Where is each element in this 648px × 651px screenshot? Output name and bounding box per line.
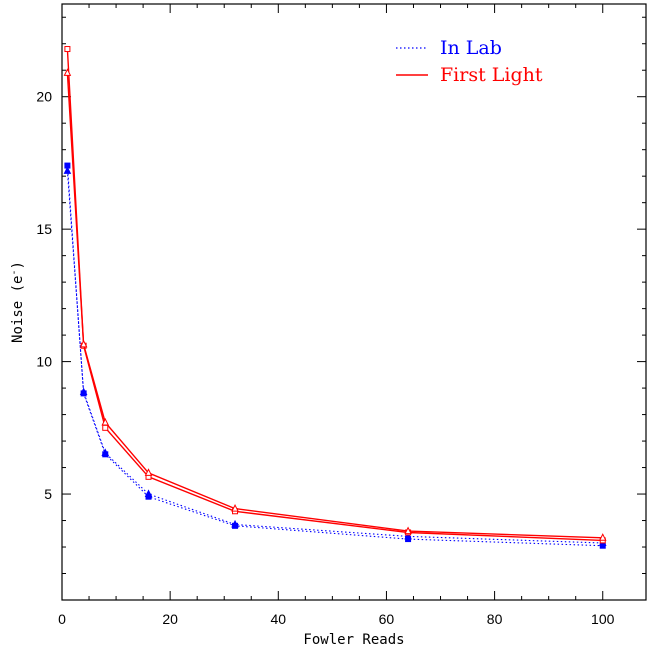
data-point-in-lab [63, 166, 72, 174]
y-tick-label: 5 [44, 486, 52, 502]
y-axis-title-close: ) [10, 261, 26, 269]
legend: In Lab First Light [396, 37, 543, 86]
data-point-in-lab [101, 448, 110, 456]
x-tick-label: 0 [58, 611, 66, 627]
x-tick-label: 80 [487, 611, 503, 627]
data-point-first-light [64, 46, 71, 53]
plot-series [63, 46, 607, 549]
data-point-in-lab [79, 387, 88, 396]
series-line-in-lab [66, 170, 603, 544]
y-axis-title-main: Noise (e [10, 276, 26, 343]
y-axis-title-superscript: - [9, 269, 20, 275]
series-line-first-light [66, 48, 603, 542]
data-point-first-light [231, 503, 239, 512]
x-tick-label: 40 [271, 611, 287, 627]
data-point-in-lab [404, 531, 412, 540]
data-point-first-light [63, 68, 72, 76]
data-point-first-light [144, 468, 153, 476]
data-point-in-lab [144, 489, 153, 498]
series-line-first-light [66, 72, 603, 539]
data-point-first-light [102, 424, 109, 431]
series-line-in-lab [66, 165, 603, 547]
y-tick-label: 15 [36, 221, 52, 237]
legend-first-light-label: First Light [440, 64, 543, 86]
y-tick-label: 10 [36, 354, 52, 370]
x-axis-title: Fowler Reads [303, 632, 404, 648]
data-point-first-light [404, 526, 412, 535]
x-tick-label: 20 [162, 611, 178, 627]
plot-frame [61, 3, 647, 601]
data-point-first-light [101, 417, 110, 426]
y-axis-title: Noise (e-) [9, 261, 27, 343]
data-point-in-lab [231, 519, 239, 528]
y-tick-label: 20 [36, 89, 52, 105]
legend-in-lab-label: In Lab [440, 37, 502, 59]
axis-ticks: 0 20 40 60 80 100 5 10 15 20 [36, 4, 646, 627]
data-point-first-light [79, 339, 88, 348]
x-tick-label: 60 [379, 611, 395, 627]
x-tick-label: 100 [591, 611, 615, 627]
data-point-first-light [598, 533, 607, 541]
